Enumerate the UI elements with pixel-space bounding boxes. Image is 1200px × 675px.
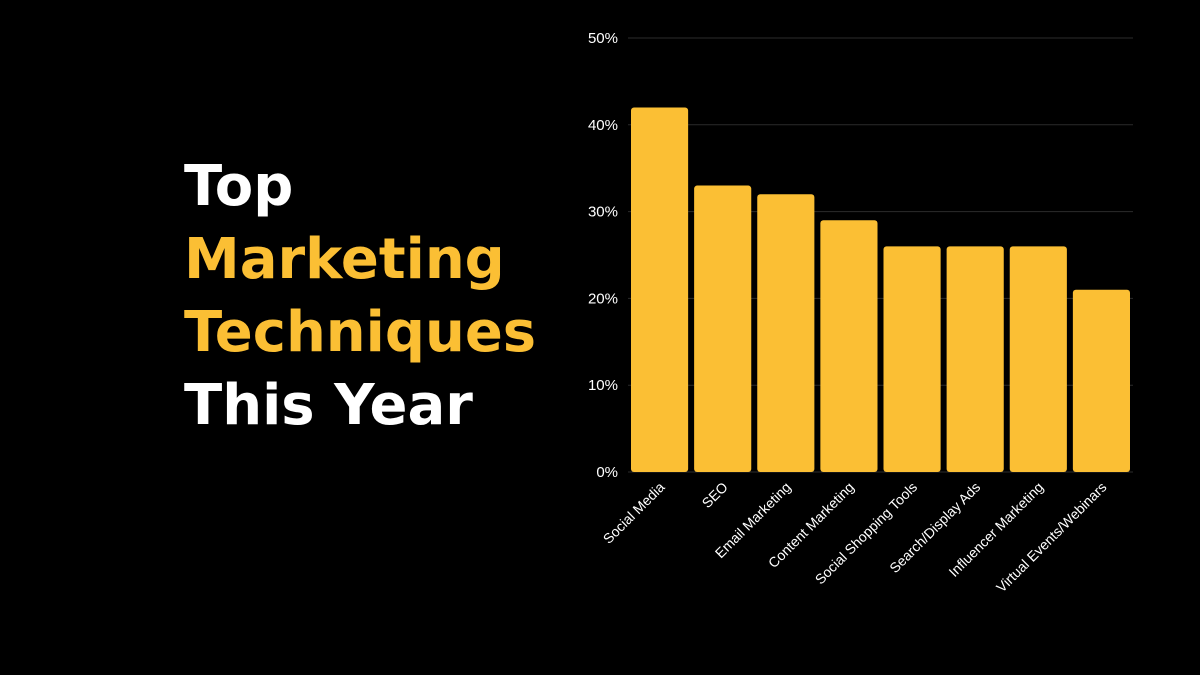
headline-line-top: Top bbox=[184, 154, 294, 219]
bar-search-display-ads bbox=[946, 246, 1004, 472]
x-tick-label: Virtual Events/Webinars bbox=[993, 479, 1110, 596]
bar-social-shopping-tools bbox=[883, 246, 941, 472]
y-tick-label: 10% bbox=[588, 377, 618, 394]
headline-line-marketing: Marketing bbox=[184, 227, 505, 292]
y-tick-label: 30% bbox=[588, 204, 618, 221]
x-tick-label: SEO bbox=[699, 479, 731, 511]
x-tick-label: Social Media bbox=[600, 479, 668, 547]
y-tick-label: 40% bbox=[588, 117, 618, 134]
y-tick-label: 20% bbox=[588, 290, 618, 307]
bar-seo bbox=[694, 185, 752, 472]
bar-email-marketing bbox=[757, 194, 815, 473]
bars bbox=[631, 107, 1130, 473]
headline: Top Marketing Techniques This Year bbox=[184, 150, 536, 442]
y-tick-label: 0% bbox=[596, 464, 618, 481]
x-tick-label: Social Shopping Tools bbox=[812, 479, 921, 588]
y-tick-label: 50% bbox=[588, 30, 618, 47]
headline-line-techniques: Techniques bbox=[184, 300, 537, 365]
bar-social-media bbox=[631, 107, 689, 472]
bar-content-marketing bbox=[820, 220, 878, 472]
y-axis-ticks: 0% 10% 20% 30% 40% 50% bbox=[588, 30, 618, 481]
bar-influencer-marketing bbox=[1009, 246, 1067, 472]
bar-virtual-events-webinars bbox=[1072, 289, 1130, 472]
headline-line-this-year: This Year bbox=[184, 373, 473, 438]
